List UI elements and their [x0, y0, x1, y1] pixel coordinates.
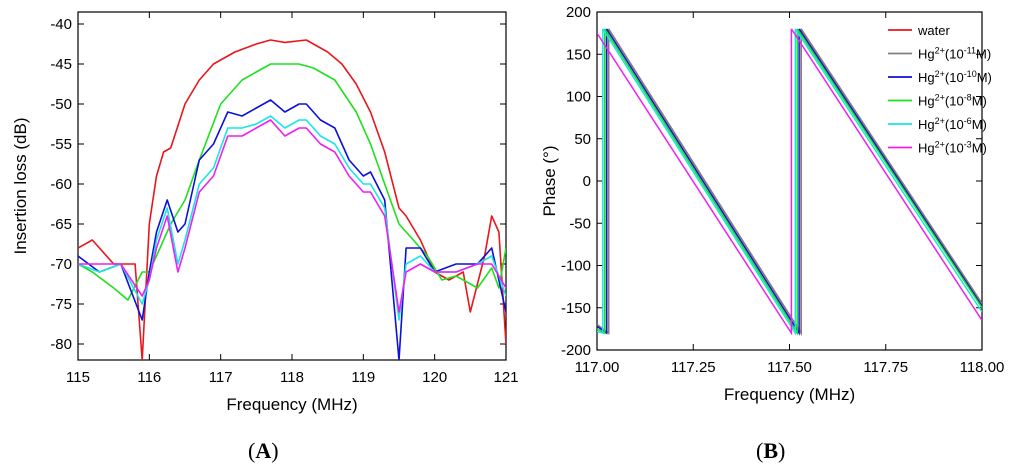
- chart-a-ytick-label: -65: [50, 216, 72, 233]
- chart-a-series-line: [78, 39, 506, 360]
- chart-b-ytick-label: -200: [561, 342, 591, 359]
- chart-b-series-group: [597, 28, 982, 336]
- chart-b-ytick-label: 150: [566, 46, 591, 63]
- chart-b-xtick-label: 117.25: [671, 359, 716, 376]
- chart-a-series-line: [78, 99, 506, 360]
- chart-a-ylabel: Insertion loss (dB): [11, 118, 30, 255]
- chart-a-ytick-label: -75: [50, 296, 72, 313]
- chart-b-series-line: [597, 28, 982, 336]
- chart-b-series-line: [597, 28, 982, 336]
- chart-a-xlabel: Frequency (MHz): [226, 395, 357, 414]
- chart-phase: 117.00 117.25 117.50 117.75 118.00 -200 -150 -1…: [540, 4, 1004, 404]
- chart-a-xtick-label: 119: [351, 369, 375, 386]
- chart-b-xtick-label: 117.75: [863, 359, 908, 376]
- chart-b-ytick-label: 0: [583, 173, 591, 190]
- chart-b-ytick-label: 200: [566, 4, 591, 21]
- legend-entry-label: Hg2+(10-3M): [918, 140, 987, 156]
- chart-a-xtick-label: 121: [493, 369, 518, 386]
- chart-a-ytick-label: -80: [50, 336, 72, 353]
- chart-a-xtick-label: 115: [66, 369, 90, 386]
- chart-insertion-loss: 115 116 117 118 119 120 121 -80 -75 -70 -65 -60 -55 -…: [11, 11, 519, 414]
- chart-b-ytick-label: -150: [561, 300, 591, 317]
- legend-entry-label: water: [917, 23, 950, 38]
- chart-b-ytick-label: -50: [569, 215, 591, 232]
- chart-a-xtick-label: 118: [280, 369, 304, 386]
- legend-entry-label: Hg2+(10-10M): [918, 69, 992, 85]
- legend-entry-label: Hg2+(10-11M): [918, 46, 991, 62]
- chart-b-ytick-label: 100: [566, 89, 591, 106]
- chart-a-series-line: [78, 63, 506, 301]
- chart-a-ytick-label: -50: [50, 96, 72, 113]
- chart-a-series-line: [78, 115, 506, 321]
- chart-b-series-line: [597, 28, 982, 336]
- chart-a-xtick-label: 117: [209, 369, 233, 386]
- chart-b-xtick-label: 117.00: [575, 359, 620, 376]
- chart-b-series-line: [597, 28, 982, 336]
- chart-b-ytick-label: -100: [561, 258, 591, 275]
- legend-entry-label: Hg2+(10-6M): [918, 116, 987, 132]
- chart-a-series-group: [78, 39, 506, 360]
- chart-b-ytick-label: 50: [574, 131, 591, 148]
- chart-a-xtick-label: 116: [137, 369, 161, 386]
- chart-a-xtick-label: 120: [422, 369, 447, 386]
- chart-b-xtick-label: 117.50: [767, 359, 812, 376]
- chart-b-frame: [596, 11, 983, 351]
- panel-label-b: (B): [756, 438, 786, 463]
- chart-b-legend: water Hg2+(10-11M) Hg2+(10-10M) Hg2+(10-8M)…: [888, 23, 992, 156]
- legend-entry-label: Hg2+(10-8M): [918, 93, 987, 109]
- chart-b-xtick-label: 118.00: [960, 359, 1005, 376]
- chart-a-series-line: [78, 119, 506, 313]
- chart-b-xlabel: Frequency (MHz): [724, 385, 855, 404]
- chart-a-ytick-label: -60: [50, 176, 72, 193]
- chart-a-ytick-label: -40: [50, 16, 72, 33]
- chart-a-ytick-label: -55: [50, 136, 72, 153]
- chart-b-ylabel: Phase (°): [540, 145, 559, 216]
- chart-b-series-line: [597, 28, 982, 336]
- chart-a-ytick-label: -45: [50, 56, 72, 73]
- chart-a-ytick-label: -70: [50, 256, 72, 273]
- panel-label-a: (A): [248, 438, 279, 463]
